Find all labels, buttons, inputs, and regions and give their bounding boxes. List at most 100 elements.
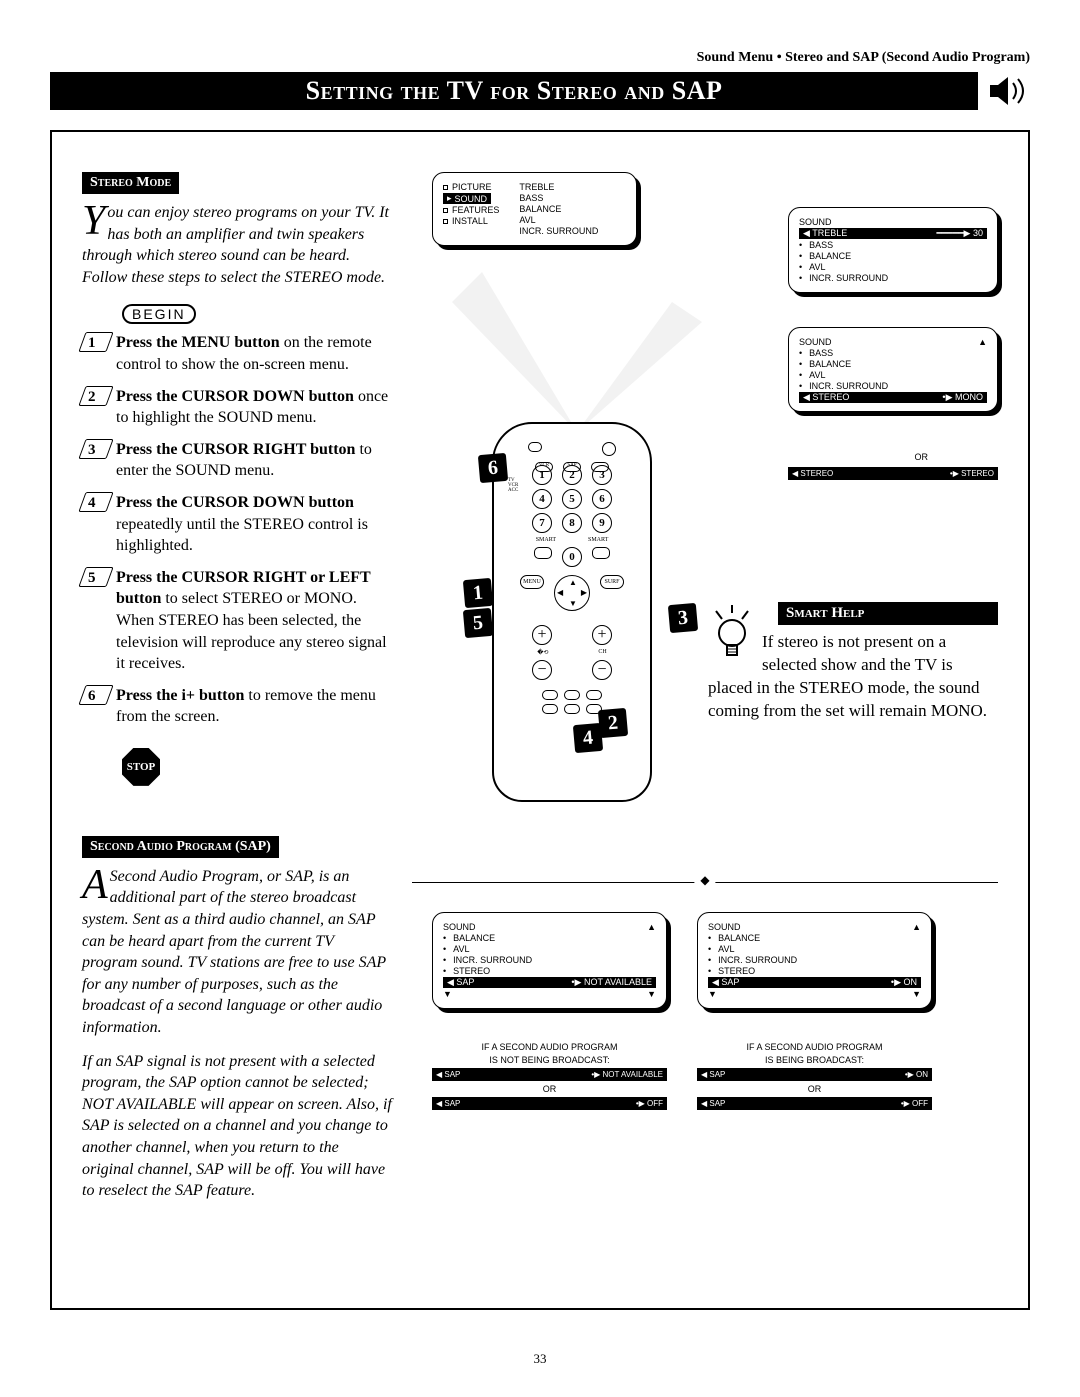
- step-3-text: Press the CURSOR RIGHT button to enter t…: [116, 439, 392, 482]
- up-arrow-icon: ▲: [912, 922, 921, 932]
- num-3[interactable]: 3: [592, 465, 612, 485]
- osd-item-sound: SOUND: [455, 194, 488, 204]
- step-num-4: [82, 492, 110, 512]
- step-5-text: Press the CURSOR RIGHT or LEFT button to…: [116, 567, 392, 675]
- sap-l-msg2: IS NOT BEING BROADCAST:: [432, 1055, 667, 1065]
- ch-label: CH: [598, 649, 606, 656]
- dropcap-y: Y: [82, 204, 105, 238]
- down-arrow-icon: ▼: [443, 989, 452, 999]
- vol-label: �⟲: [537, 649, 548, 656]
- sap-osd-left: SOUND▲ BALANCE AVL INCR. SURROUND STEREO…: [432, 912, 667, 1009]
- speaker-icon: [988, 73, 1030, 109]
- left-column: Stereo Mode You can enjoy stereo program…: [82, 172, 392, 1288]
- mute-button[interactable]: [528, 442, 542, 452]
- smart-help-header: Smart Help: [778, 602, 998, 625]
- sap-l-or: OR: [432, 1084, 667, 1094]
- vol-up-button[interactable]: +: [532, 625, 552, 645]
- sap-r-stereo: STEREO: [708, 966, 921, 976]
- osd-sound-stereo: SOUND ▲ BASS BALANCE AVL INCR. SURROUND …: [788, 327, 998, 412]
- callout-2: 2: [598, 708, 628, 738]
- osd-alt-left: STEREO: [800, 469, 833, 478]
- osd-item-picture: PICTURE: [452, 182, 492, 192]
- content-frame: Stereo Mode You can enjoy stereo program…: [50, 130, 1030, 1310]
- osd-s-bass: BASS: [799, 348, 987, 358]
- step-4: Press the CURSOR DOWN button repeatedly …: [82, 492, 392, 557]
- cursor-down-icon[interactable]: ▼: [569, 599, 577, 608]
- step-num-2: [82, 386, 110, 406]
- step-2-text: Press the CURSOR DOWN button once to hig…: [116, 386, 392, 429]
- step-1: Press the MENU button on the remote cont…: [82, 332, 392, 375]
- ch-down-button[interactable]: −: [592, 660, 612, 680]
- step-num-6: [82, 685, 110, 705]
- num-7[interactable]: 7: [532, 513, 552, 533]
- play-button[interactable]: [564, 704, 580, 714]
- vol-down-button[interactable]: −: [532, 660, 552, 680]
- osd-stereo-title: SOUND: [799, 337, 832, 347]
- osd-stereo-sel: ◀ STEREO •▶ MONO: [799, 392, 987, 403]
- osd-s-surr: INCR. SURROUND: [799, 381, 987, 391]
- num-5[interactable]: 5: [562, 489, 582, 509]
- num-0[interactable]: 0: [562, 547, 582, 567]
- stereo-mode-header: Stereo Mode: [82, 172, 179, 194]
- cursor-pad[interactable]: ▲ ▼ ◀ ▶: [554, 575, 590, 611]
- num-6[interactable]: 6: [592, 489, 612, 509]
- cursor-up-icon[interactable]: ▲: [569, 578, 577, 587]
- step-6: Press the i+ button to remove the menu f…: [82, 685, 392, 728]
- or-label-1: OR: [915, 452, 929, 462]
- sap-screens: SOUND▲ BALANCE AVL INCR. SURROUND STEREO…: [432, 912, 998, 1110]
- step-1-text: Press the MENU button on the remote cont…: [116, 332, 392, 375]
- sap-sectionro: Second Audio Program (SAP) A Second Audi…: [82, 836, 392, 1202]
- osd-row-avl: AVL: [799, 262, 987, 272]
- sap-l-stereo: STEREO: [443, 966, 656, 976]
- cursor-right-icon[interactable]: ▶: [581, 588, 587, 597]
- num-9[interactable]: 9: [592, 513, 612, 533]
- surf-button[interactable]: SURF: [600, 575, 624, 589]
- sap-l-balance: BALANCE: [443, 933, 656, 943]
- sap-header: Second Audio Program (SAP): [82, 836, 279, 858]
- step-3: Press the CURSOR RIGHT button to enter t…: [82, 439, 392, 482]
- cursor-left-icon[interactable]: ◀: [557, 588, 563, 597]
- smart-picture-button[interactable]: [592, 547, 610, 559]
- menu-button[interactable]: MENU: [520, 575, 544, 589]
- rec-button[interactable]: [542, 690, 558, 700]
- sap-left-title: SOUND: [443, 922, 476, 932]
- osd-item-install: INSTALL: [452, 216, 488, 226]
- step-4-text: Press the CURSOR DOWN button repeatedly …: [116, 492, 392, 557]
- num-4[interactable]: 4: [532, 489, 552, 509]
- section-divider: [412, 882, 998, 884]
- smart-help-body: If stereo is not present on a selected s…: [708, 631, 998, 723]
- num-2[interactable]: 2: [562, 465, 582, 485]
- power-button[interactable]: [602, 442, 616, 456]
- pause-button[interactable]: [586, 690, 602, 700]
- sap-intro: A Second Audio Program, or SAP, is an ad…: [82, 866, 392, 1039]
- sap-l-surr: INCR. SURROUND: [443, 955, 656, 965]
- page-title: Setting the TV for Stereo and SAP: [50, 72, 978, 110]
- sap-right-broadcast: IF A SECOND AUDIO PROGRAM IS BEING BROAD…: [697, 1039, 932, 1110]
- breadcrumb: Sound Menu • Stereo and SAP (Second Audi…: [50, 50, 1030, 66]
- sap-l-row2: ◀ SAP •▶ OFF: [432, 1097, 667, 1110]
- osd-row-surr: INCR. SURROUND: [799, 273, 987, 283]
- osd-item-surround: INCR. SURROUND: [519, 226, 598, 236]
- step-num-3: [82, 439, 110, 459]
- osd-treble-row: ◀ TREBLE ━━━━━▶ 30: [799, 228, 987, 239]
- sap-l-sel: ◀ SAP •▶ NOT AVAILABLE: [443, 977, 656, 988]
- osd-item-features: FEATURES: [452, 205, 499, 215]
- stereo-intro: You can enjoy stereo programs on your TV…: [82, 202, 392, 288]
- ch-up-button[interactable]: +: [592, 625, 612, 645]
- step-2: Press the CURSOR DOWN button once to hig…: [82, 386, 392, 429]
- num-1[interactable]: 1: [532, 465, 552, 485]
- osd-row-balance: BALANCE: [799, 251, 987, 261]
- smart-sound-button[interactable]: [534, 547, 552, 559]
- title-bar: Setting the TV for Stereo and SAP: [50, 72, 1030, 110]
- sap-r-balance: BALANCE: [708, 933, 921, 943]
- osd-sound-treble: SOUND ◀ TREBLE ━━━━━▶ 30 BASS BALANCE AV…: [788, 207, 998, 293]
- callout-4: 4: [573, 723, 603, 753]
- osd-s-avl: AVL: [799, 370, 987, 380]
- stop-button[interactable]: [564, 690, 580, 700]
- num-8[interactable]: 8: [562, 513, 582, 533]
- up-arrow-icon: ▲: [978, 337, 987, 347]
- rew-button[interactable]: [542, 704, 558, 714]
- sap-r-or: OR: [697, 1084, 932, 1094]
- down-arrow-icon: ▼: [912, 989, 921, 999]
- step-5: Press the CURSOR RIGHT or LEFT button to…: [82, 567, 392, 675]
